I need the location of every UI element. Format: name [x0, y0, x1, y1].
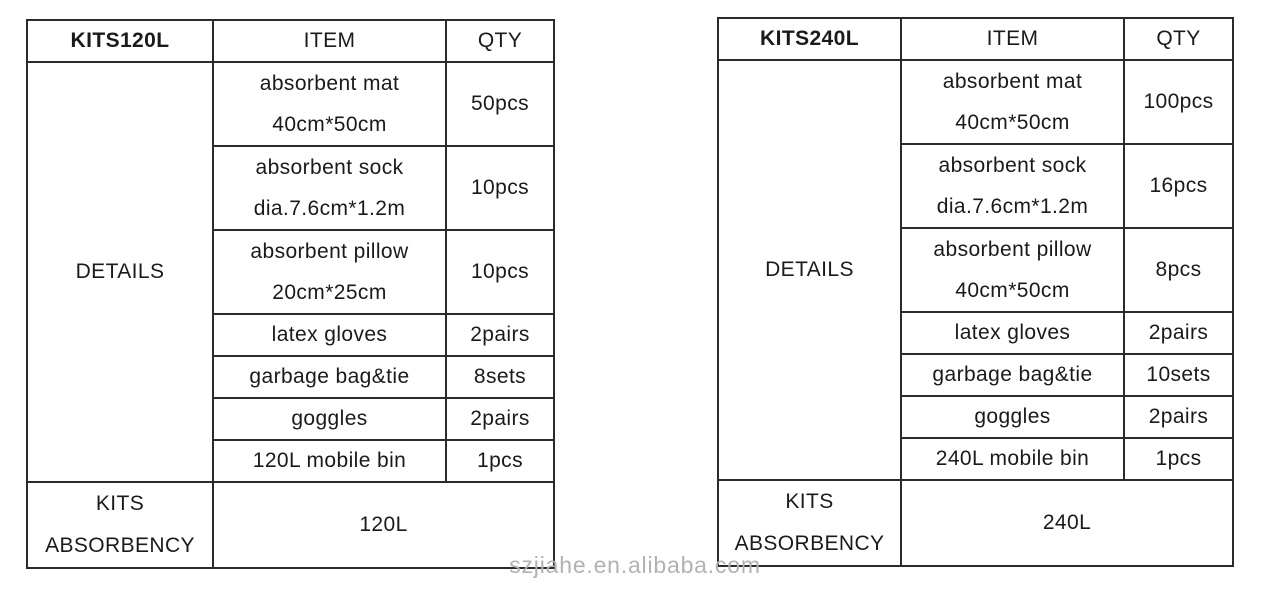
table-row: goggles 2pairs: [27, 397, 555, 441]
qty-cell: 1pcs: [445, 439, 555, 483]
table-row: garbage bag&tie 8sets: [27, 355, 555, 399]
qty-cell: 50pcs: [445, 61, 555, 147]
details-cell: DETAILS: [26, 61, 214, 483]
absorbency-value-cell: 120L: [212, 481, 555, 569]
table-row: latex gloves 2pairs: [27, 313, 555, 357]
kits120l-spec-table: KITS120L ITEM QTY DETAILS absorbent mat …: [26, 19, 555, 569]
item-name: absorbent mat: [942, 70, 1083, 93]
table-row: absorbent sock dia.7.6cm*1.2m 16pcs: [718, 143, 1234, 229]
absorbency-label-line1: KITS: [785, 490, 834, 513]
table-row: KITS120L ITEM QTY: [26, 19, 555, 63]
table-row: absorbent pillow 40cm*50cm 8pcs: [718, 227, 1234, 313]
item-cell: 240L mobile bin: [900, 437, 1125, 481]
item-cell: garbage bag&tie: [900, 353, 1125, 397]
kit-title-cell: KITS120L: [26, 19, 214, 63]
qty-header-cell: QTY: [1123, 17, 1234, 61]
qty-cell: 2pairs: [1123, 395, 1234, 439]
table-row: KITS ABSORBENCY 240L: [717, 479, 1234, 567]
qty-cell: 16pcs: [1123, 143, 1234, 229]
item-cell: goggles: [900, 395, 1125, 439]
item-name: absorbent mat: [259, 72, 400, 95]
item-cell: absorbent mat 40cm*50cm: [900, 59, 1125, 145]
item-cell: goggles: [212, 397, 447, 441]
kits240l-spec-table: KITS240L ITEM QTY DETAILS absorbent mat …: [717, 17, 1234, 567]
watermark-text: szjiahe.en.alibaba.com: [509, 552, 761, 578]
qty-cell: 1pcs: [1123, 437, 1234, 481]
item-cell: absorbent pillow 40cm*50cm: [900, 227, 1125, 313]
qty-cell: 2pairs: [1123, 311, 1234, 355]
item-size: dia.7.6cm*1.2m: [253, 197, 406, 220]
table-row: garbage bag&tie 10sets: [718, 353, 1234, 397]
item-size: dia.7.6cm*1.2m: [936, 195, 1089, 218]
table-row: 120L mobile bin 1pcs: [27, 439, 555, 483]
item-cell: absorbent sock dia.7.6cm*1.2m: [900, 143, 1125, 229]
qty-cell: 10sets: [1123, 353, 1234, 397]
absorbency-value-cell: 240L: [900, 479, 1234, 567]
table-row: latex gloves 2pairs: [718, 311, 1234, 355]
kit-title-cell: KITS240L: [717, 17, 902, 61]
item-size: 40cm*50cm: [272, 113, 387, 136]
item-cell: 120L mobile bin: [212, 439, 447, 483]
table-row: KITS240L ITEM QTY: [717, 17, 1234, 61]
item-size: 20cm*25cm: [272, 281, 387, 304]
qty-header-cell: QTY: [445, 19, 555, 63]
table-row: absorbent sock dia.7.6cm*1.2m 10pcs: [27, 145, 555, 231]
qty-cell: 10pcs: [445, 145, 555, 231]
item-cell: absorbent mat 40cm*50cm: [212, 61, 447, 147]
table-row: DETAILS absorbent mat 40cm*50cm 100pcs: [717, 59, 1234, 481]
item-cell: garbage bag&tie: [212, 355, 447, 399]
absorbency-label-line1: KITS: [95, 492, 145, 515]
absorbency-label-line2: ABSORBENCY: [734, 532, 885, 555]
absorbency-label-cell: KITS ABSORBENCY: [26, 481, 214, 569]
item-cell: absorbent pillow 20cm*25cm: [212, 229, 447, 315]
item-name: absorbent pillow: [250, 240, 409, 263]
item-name: absorbent sock: [938, 154, 1087, 177]
table-row: 240L mobile bin 1pcs: [718, 437, 1234, 481]
absorbency-label-line2: ABSORBENCY: [45, 534, 195, 557]
item-header-cell: ITEM: [900, 17, 1125, 61]
qty-cell: 8sets: [445, 355, 555, 399]
item-cell: latex gloves: [212, 313, 447, 357]
table-row: absorbent pillow 20cm*25cm 10pcs: [27, 229, 555, 315]
item-cell: absorbent sock dia.7.6cm*1.2m: [212, 145, 447, 231]
table-row: DETAILS absorbent mat 40cm*50cm 50pcs: [26, 61, 555, 483]
item-header-cell: ITEM: [212, 19, 447, 63]
item-name: absorbent pillow: [933, 238, 1092, 261]
item-name: absorbent sock: [255, 156, 404, 179]
qty-cell: 10pcs: [445, 229, 555, 315]
absorbency-label-cell: KITS ABSORBENCY: [717, 479, 902, 567]
details-cell: DETAILS: [717, 59, 902, 481]
qty-cell: 100pcs: [1123, 59, 1234, 145]
qty-cell: 2pairs: [445, 397, 555, 441]
table-row: KITS ABSORBENCY 120L: [26, 481, 555, 569]
table-row: goggles 2pairs: [718, 395, 1234, 439]
qty-cell: 8pcs: [1123, 227, 1234, 313]
item-size: 40cm*50cm: [955, 279, 1070, 302]
qty-cell: 2pairs: [445, 313, 555, 357]
item-cell: latex gloves: [900, 311, 1125, 355]
item-size: 40cm*50cm: [955, 111, 1070, 134]
